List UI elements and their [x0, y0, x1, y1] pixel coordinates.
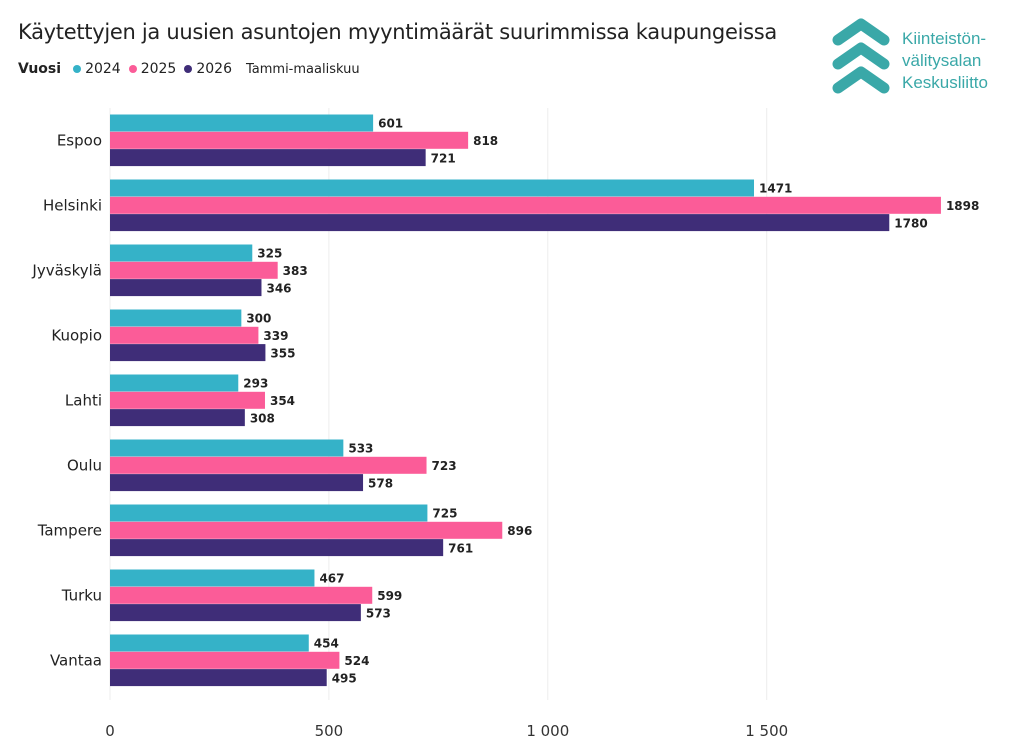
logo-line: välitysalan	[902, 51, 982, 70]
category-label: Oulu	[67, 456, 102, 474]
category-label: Tampere	[37, 521, 102, 539]
bar-2024[interactable]	[110, 179, 755, 197]
legend-title: Vuosi	[18, 61, 62, 77]
bar-2026[interactable]	[110, 149, 426, 167]
bar-2026[interactable]	[110, 279, 262, 297]
bar-2025[interactable]	[110, 651, 340, 669]
bar-2026[interactable]	[110, 409, 245, 427]
data-label: 721	[431, 151, 456, 165]
bar-2026[interactable]	[110, 604, 361, 622]
bar-2024[interactable]	[110, 309, 242, 327]
data-label: 293	[243, 377, 268, 391]
bar-2024[interactable]	[110, 114, 374, 132]
data-label: 308	[250, 411, 275, 425]
category-label: Vantaa	[50, 651, 102, 669]
data-label: 761	[448, 541, 473, 555]
data-label: 896	[507, 524, 532, 538]
category-label: Espoo	[57, 131, 102, 149]
data-label: 1898	[946, 199, 979, 213]
legend-dot-2025	[128, 65, 137, 73]
data-label: 723	[432, 459, 457, 473]
bar-2024[interactable]	[110, 244, 253, 262]
data-label: 725	[432, 507, 457, 521]
data-label: 383	[283, 264, 308, 278]
data-label: 300	[246, 312, 271, 326]
x-tick-label: 1 500	[745, 722, 788, 740]
data-label: 354	[270, 394, 295, 408]
bar-2024[interactable]	[110, 504, 428, 522]
bar-2024[interactable]	[110, 569, 315, 587]
category-label: Turku	[61, 586, 102, 604]
logo-chevrons-icon	[832, 18, 890, 94]
bar-2026[interactable]	[110, 214, 890, 232]
legend: Vuosi 2024 2025 2026 Tammi-maaliskuu	[18, 61, 360, 77]
data-label: 467	[319, 572, 344, 586]
bar-2025[interactable]	[110, 196, 941, 214]
bar-2026[interactable]	[110, 669, 327, 687]
data-label: 573	[366, 606, 391, 620]
bar-2025[interactable]	[110, 326, 259, 344]
bar-2024[interactable]	[110, 634, 309, 652]
data-label: 533	[348, 442, 373, 456]
data-label: 578	[368, 476, 393, 490]
bar-2025[interactable]	[110, 456, 427, 474]
category-label: Lahti	[65, 391, 102, 409]
legend-dot-2026	[184, 65, 193, 73]
category-label: Jyväskylä	[31, 261, 102, 279]
bar-2025[interactable]	[110, 586, 373, 604]
data-label: 1471	[759, 182, 792, 196]
x-tick-label: 1 000	[526, 722, 569, 740]
data-label: 601	[378, 117, 403, 131]
x-tick-label: 0	[105, 722, 115, 740]
data-label: 454	[314, 637, 339, 651]
data-label: 495	[332, 671, 357, 685]
bar-2024[interactable]	[110, 439, 344, 457]
logo-line: Keskusliitto	[902, 73, 988, 92]
legend-item-2024[interactable]: 2024	[85, 61, 121, 77]
bar-2024[interactable]	[110, 374, 239, 392]
bar-2026[interactable]	[110, 344, 266, 362]
data-label: 325	[257, 247, 282, 261]
bar-2026[interactable]	[110, 474, 364, 492]
bar-2025[interactable]	[110, 391, 265, 409]
legend-item-2026[interactable]: 2026	[196, 61, 232, 77]
bar-2025[interactable]	[110, 521, 503, 539]
legend-note: Tammi-maaliskuu	[245, 61, 360, 77]
logo-line: Kiinteistön-	[902, 29, 987, 48]
chart-title: Käytettyjen ja uusien asuntojen myyntimä…	[18, 20, 777, 44]
data-label: 355	[270, 346, 295, 360]
category-label: Helsinki	[43, 196, 102, 214]
legend-item-2025[interactable]: 2025	[140, 61, 177, 77]
logo-text: Kiinteistön- välitysalan Keskusliitto	[902, 28, 988, 94]
data-label: 599	[377, 589, 402, 603]
legend-dot-2024	[73, 65, 82, 73]
data-label: 346	[266, 281, 291, 295]
data-label: 524	[344, 654, 369, 668]
data-label: 1780	[894, 216, 927, 230]
category-label: Kuopio	[51, 326, 102, 344]
data-label: 818	[473, 134, 498, 148]
bar-2026[interactable]	[110, 539, 444, 557]
bar-2025[interactable]	[110, 131, 469, 149]
data-label: 339	[263, 329, 288, 343]
x-tick-label: 500	[315, 722, 344, 740]
bar-2025[interactable]	[110, 261, 278, 279]
